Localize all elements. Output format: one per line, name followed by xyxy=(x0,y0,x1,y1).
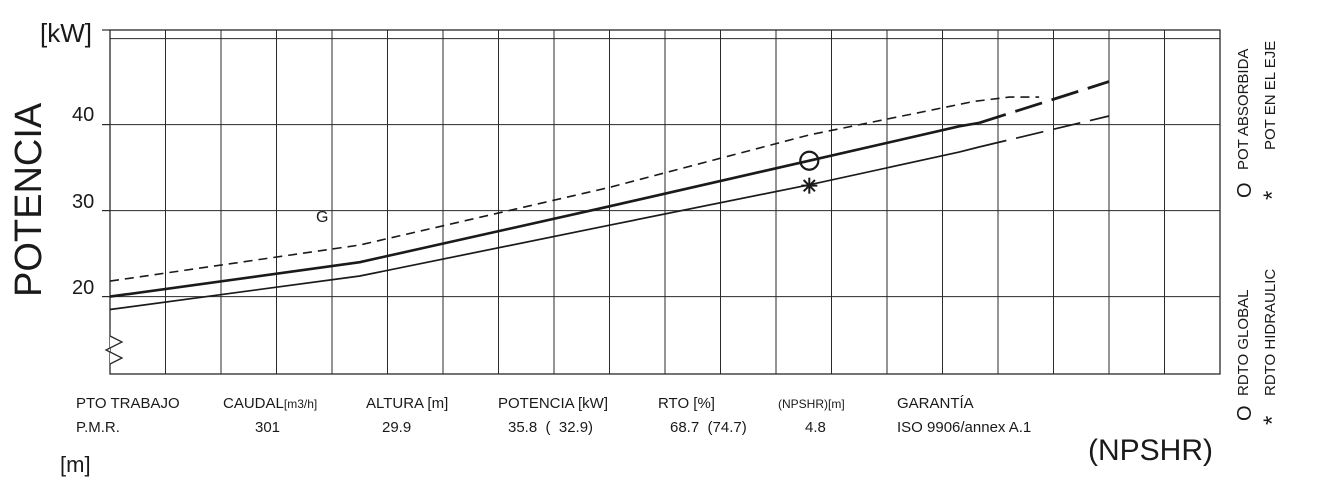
series-curve-5 xyxy=(978,115,1110,148)
legend-rdto-hidraulic: RDTO HIDRAULIC xyxy=(1262,268,1279,396)
value-altura: 29.9 xyxy=(382,419,412,436)
value-caudal: 301 xyxy=(255,419,281,436)
axis-break-zigzag xyxy=(104,335,124,365)
curve-annotation-g: G xyxy=(316,209,329,226)
marker-pot-eje xyxy=(801,177,818,194)
header-npshr: (NPSHR)[m] xyxy=(778,397,845,411)
value-rto: 68.7 (74.7) xyxy=(670,419,747,436)
series-curve-1 xyxy=(109,96,1040,282)
chart-markers xyxy=(799,150,820,194)
y-tick-20: 20 xyxy=(72,277,95,299)
header-altura: ALTURA [m] xyxy=(366,395,449,412)
legend-pot-eje: POT EN EL EJE xyxy=(1262,40,1279,150)
y-unit-label: [kW] xyxy=(40,18,92,48)
value-potencia: 35.8 ( 32.9) xyxy=(508,419,594,436)
chart-curves xyxy=(109,80,1110,311)
y-axis-title: POTENCIA xyxy=(8,102,50,297)
header-pto-trabajo: PTO TRABAJO xyxy=(76,395,180,412)
series-curve-4 xyxy=(109,146,980,311)
value-pto-trabajo: P.M.R. xyxy=(76,419,120,436)
header-caudal: CAUDAL[m3/h] xyxy=(223,395,317,412)
npshr-title: (NPSHR) xyxy=(1088,434,1213,467)
header-caudal-label: CAUDAL xyxy=(223,395,284,412)
legend-rdto-hidraulic-symbol: * xyxy=(1259,415,1286,425)
legend-pot-absorbida: POT ABSORBIDA xyxy=(1235,48,1252,170)
header-potencia: POTENCIA [kW] xyxy=(498,395,609,412)
legend-pot-eje-symbol: * xyxy=(1259,190,1286,200)
series-curve-2 xyxy=(109,121,980,298)
legend-rdto-global-symbol: O xyxy=(1234,405,1256,421)
y-tick-40: 40 xyxy=(72,104,95,126)
marker-pot-absorbida xyxy=(799,150,820,171)
legend-rdto-global: RDTO GLOBAL xyxy=(1235,289,1252,396)
value-npshr: 4.8 xyxy=(805,419,826,436)
header-caudal-unit: [m3/h] xyxy=(283,397,318,411)
header-rto: RTO [%] xyxy=(658,395,715,412)
value-garantia: ISO 9906/annex A.1 xyxy=(897,419,1032,436)
legend-pot-absorbida-symbol: O xyxy=(1234,182,1256,198)
y-tick-30: 30 xyxy=(72,191,95,213)
marker-star-stroke xyxy=(802,179,816,193)
chart-grid xyxy=(102,29,1221,375)
m-unit-label: [m] xyxy=(60,452,91,477)
series-curve-3 xyxy=(978,80,1110,125)
header-garantia: GARANTÍA xyxy=(897,395,974,412)
